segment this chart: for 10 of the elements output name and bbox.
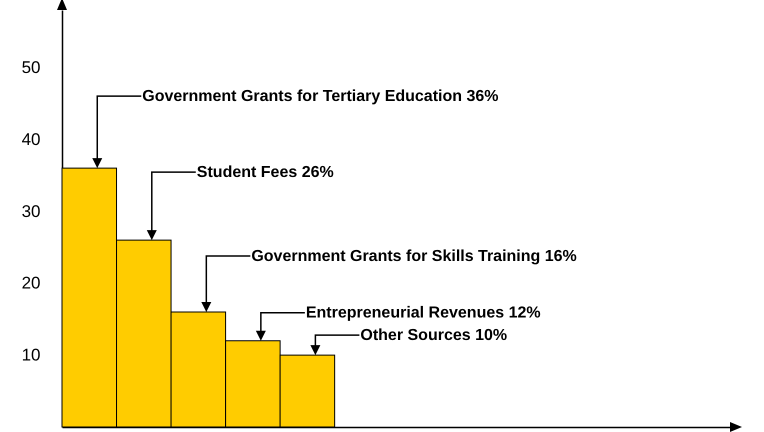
y-tick-label: 20 [22, 274, 40, 293]
y-tick-label: 40 [22, 130, 40, 149]
annotation: Government Grants for Tertiary Education 36% [142, 88, 498, 106]
y-tick-label: 30 [22, 202, 40, 221]
annotation: Student Fees 26% [196, 164, 334, 182]
y-tick-label: 10 [22, 346, 40, 365]
y-tick-label: 50 [22, 58, 40, 78]
annotation: Government Grants for Skills Training 16% [251, 248, 577, 265]
annotation: Entrepreneurial Revenues 12% [306, 304, 541, 322]
text: Other Sources 10% [360, 327, 508, 344]
